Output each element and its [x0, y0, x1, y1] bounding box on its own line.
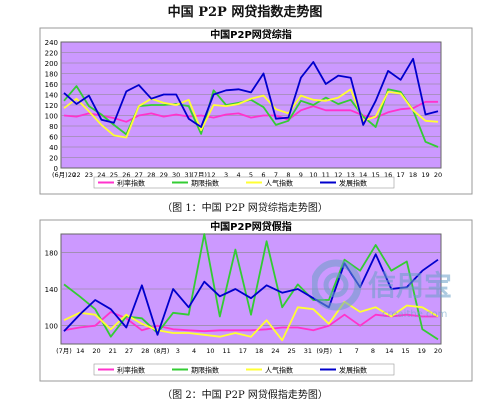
- x-tick-label: 3: [176, 347, 180, 355]
- x-tick-label: 18: [409, 171, 417, 179]
- series-line-development: [63, 253, 439, 336]
- legend-label: 利率指数: [117, 366, 145, 375]
- x-tick-label: 17: [396, 171, 404, 179]
- chart-title: 中国P2P网贷综指: [210, 28, 292, 41]
- x-tick-label: 27: [135, 171, 143, 179]
- y-tick-label: 60: [49, 134, 58, 142]
- legend-label: 发展指数: [339, 179, 367, 188]
- x-tick-label: 28: [141, 347, 149, 355]
- x-tick-label: 12: [334, 171, 342, 179]
- x-tick-label: 25: [110, 171, 118, 179]
- x-tick-label: 10: [206, 347, 214, 355]
- x-tick-label: 8: [286, 171, 290, 179]
- y-tick-label: 160: [45, 81, 58, 89]
- x-tick-label: 26: [122, 171, 130, 179]
- x-tick-label: 13: [347, 171, 355, 179]
- x-tick-label: 31: [185, 171, 193, 179]
- legend-label: 发展指数: [339, 366, 367, 375]
- x-tick-label: 20: [434, 347, 442, 355]
- x-tick-label: 17: [239, 347, 247, 355]
- y-tick-label: 40: [49, 144, 58, 152]
- legend-label: 人气指数: [265, 179, 293, 188]
- x-tick-label: 6: [261, 171, 265, 179]
- x-tick-label: (9月): [316, 347, 332, 355]
- x-tick-label: 24: [271, 347, 279, 355]
- legend-label: 利率指数: [117, 179, 145, 188]
- x-tick-label: 11: [222, 347, 230, 355]
- x-tick-label: 15: [401, 347, 409, 355]
- x-tick-label: 19: [421, 171, 429, 179]
- chart-title: 中国P2P网贷假指: [210, 220, 292, 233]
- series-line-rate: [63, 100, 438, 123]
- x-tick-label: 23: [85, 171, 93, 179]
- y-tick-label: 140: [45, 92, 58, 100]
- x-tick-label: 22: [72, 171, 80, 179]
- legend-label: 期限指数: [191, 366, 219, 375]
- legend-label: 人气指数: [265, 366, 293, 375]
- x-tick-label: 28: [147, 171, 155, 179]
- y-tick-label: 200: [45, 60, 58, 68]
- y-tick-label: 180: [45, 71, 58, 79]
- x-tick-label: 4: [236, 171, 240, 179]
- y-tick-label: 80: [49, 123, 58, 131]
- x-tick-label: 27: [125, 347, 133, 355]
- y-tick-label: 20: [49, 155, 58, 163]
- x-tick-label: 29: [160, 171, 168, 179]
- x-tick-label: 20: [434, 171, 442, 179]
- series-line-term: [63, 233, 439, 341]
- x-tick-label: 10: [309, 171, 317, 179]
- x-tick-label: 5: [249, 171, 253, 179]
- x-tick-label: 2: [212, 171, 216, 179]
- x-tick-label: 19: [418, 347, 426, 355]
- x-tick-label: 1: [338, 347, 342, 355]
- series-line-development: [63, 57, 439, 128]
- y-tick-label: 140: [45, 286, 58, 294]
- x-tick-label: 14: [385, 347, 393, 355]
- x-tick-label: 24: [97, 171, 105, 179]
- series-line-rate: [63, 311, 438, 333]
- x-tick-label: (8月): [154, 347, 170, 355]
- y-tick-label: 180: [45, 249, 58, 257]
- y-tick-label: 120: [45, 102, 58, 110]
- y-tick-label: 100: [45, 113, 58, 121]
- x-tick-label: 21: [109, 347, 117, 355]
- y-tick-label: 100: [45, 323, 58, 331]
- x-tick-label: 15: [372, 171, 380, 179]
- x-tick-label: 11: [322, 171, 330, 179]
- x-tick-label: 8: [371, 347, 375, 355]
- chart-2-caption: （图 2：中国 P2P 网贷假指走势图）: [162, 390, 328, 401]
- chart-composite-index: 中国P2P网贷综指0204060801001201401601802002202…: [39, 27, 473, 195]
- y-tick-label: 0: [54, 165, 58, 173]
- x-tick-label: 4: [192, 347, 196, 355]
- x-tick-label: 9: [299, 171, 303, 179]
- x-tick-label: 7: [355, 347, 359, 355]
- x-tick-label: 20: [92, 347, 100, 355]
- page-title: 中国 P2P 网贷指数走势图: [167, 5, 323, 20]
- x-tick-label: (6月)20: [52, 171, 76, 179]
- x-tick-label: 3: [224, 171, 228, 179]
- series-line-popularity: [63, 300, 439, 342]
- watermark-logo: 信用宝 creaithe.com: [312, 259, 452, 320]
- watermark-logo-text: 信用宝: [368, 269, 452, 302]
- x-tick-label: 25: [288, 347, 296, 355]
- series-line-popularity: [63, 88, 439, 139]
- x-tick-label: 18: [255, 347, 263, 355]
- x-tick-label: (7月)1: [191, 171, 211, 179]
- x-tick-label: 30: [172, 171, 180, 179]
- x-tick-label: 31: [304, 347, 312, 355]
- y-tick-label: 240: [45, 39, 58, 47]
- x-tick-label: 16: [384, 171, 392, 179]
- x-tick-label: 14: [359, 171, 367, 179]
- x-tick-label: 14: [76, 347, 84, 355]
- chart-1-caption: （图 1：中国 P2P 网贷综指走势图）: [162, 203, 328, 214]
- y-tick-label: 220: [45, 50, 58, 58]
- legend: [93, 176, 395, 189]
- legend: [93, 363, 395, 376]
- series-line-term: [63, 85, 439, 148]
- x-tick-label: (7月): [56, 347, 72, 355]
- legend-label: 期限指数: [191, 179, 219, 188]
- x-tick-label: 7: [274, 171, 278, 179]
- watermark-url: creaithe.com: [382, 309, 447, 320]
- chart-fake-index: 中国P2P网贷假指 100 140 180 (7月) 14 20 21 27 28 (8月) 3 4 10…: [39, 219, 473, 382]
